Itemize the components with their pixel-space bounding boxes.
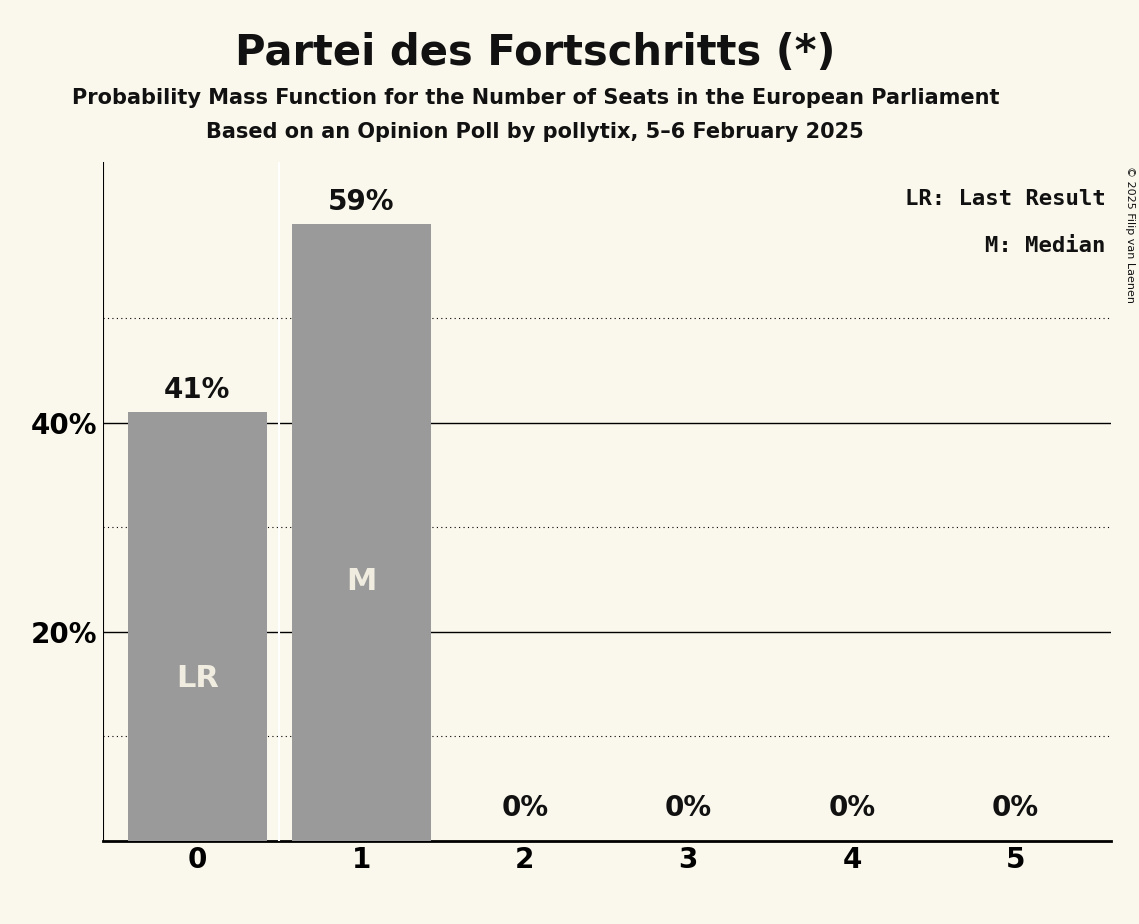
Bar [128,412,267,841]
Text: 59%: 59% [328,188,394,216]
Text: LR: Last Result: LR: Last Result [904,188,1106,209]
Text: © 2025 Filip van Laenen: © 2025 Filip van Laenen [1125,166,1134,303]
Text: 0%: 0% [501,794,548,822]
Bar [292,225,431,841]
Text: 41%: 41% [164,376,230,404]
Text: Based on an Opinion Poll by pollytix, 5–6 February 2025: Based on an Opinion Poll by pollytix, 5–… [206,122,865,142]
Text: Partei des Fortschritts (*): Partei des Fortschritts (*) [235,32,836,74]
Text: M: Median: M: Median [985,237,1106,256]
Text: LR: LR [177,663,219,693]
Text: M: M [346,567,376,596]
Text: Probability Mass Function for the Number of Seats in the European Parliament: Probability Mass Function for the Number… [72,88,999,108]
Text: 0%: 0% [665,794,712,822]
Text: 0%: 0% [992,794,1039,822]
Text: 0%: 0% [828,794,876,822]
